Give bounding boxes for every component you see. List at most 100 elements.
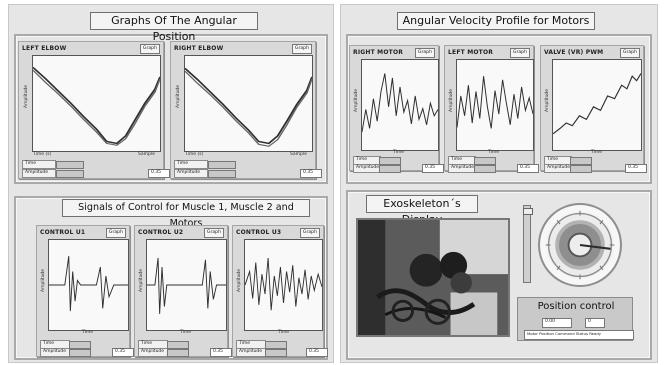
plot-title: CONTROL U3	[236, 229, 282, 236]
x-axis-label: Time	[278, 330, 290, 335]
legend-button[interactable]	[570, 157, 592, 165]
plot-control[interactable]: Graph	[509, 48, 530, 58]
position-dial[interactable]	[538, 203, 622, 287]
legend-amplitude[interactable]: Amplitude	[236, 348, 266, 357]
plot-area-control-u1	[48, 239, 129, 331]
x-axis-start-label: Time (s)	[33, 152, 52, 157]
angular-position-group	[14, 34, 328, 184]
legend-button[interactable]	[69, 341, 91, 349]
legend-button[interactable]	[474, 157, 496, 165]
legend-amplitude[interactable]: Amplitude	[544, 164, 572, 173]
plot-control[interactable]: Graph	[619, 48, 640, 58]
plot-card-valve-pwm: VALVE (VR) PWM Graph Amplitude Time Time…	[540, 45, 647, 173]
legend-button[interactable]	[167, 341, 189, 349]
title-angular-velocity: Angular Velocity Profile for Motors	[397, 12, 595, 30]
vertical-slider[interactable]	[523, 205, 533, 283]
plot-control[interactable]: Graph	[291, 44, 312, 54]
plot-card-left-elbow: LEFT ELBOW Graph Amplitude Time (s) Samp…	[18, 41, 170, 179]
plot-control[interactable]: Graph	[139, 44, 160, 54]
exoskeleton-video	[356, 218, 510, 337]
x-axis-label: Time	[591, 150, 603, 155]
legend-button[interactable]	[56, 170, 84, 178]
y-axis-label: Amplitude	[354, 88, 359, 112]
value-field[interactable]: 0.35	[300, 169, 322, 178]
legend-amplitude[interactable]: Amplitude	[138, 348, 168, 357]
plot-card-control-u2: CONTROL U2 Graph Amplitude Time Time Amp…	[134, 225, 232, 357]
robot-image	[358, 220, 508, 335]
plot-control[interactable]: Graph	[203, 228, 224, 238]
signals-group	[14, 196, 328, 360]
legend-button[interactable]	[474, 165, 496, 173]
plot-card-right-motor: RIGHT MOTOR Graph Amplitude Time Time Am…	[349, 45, 444, 173]
y-axis-label: Amplitude	[139, 268, 144, 292]
legend-time[interactable]: Time	[22, 160, 56, 169]
value-field[interactable]: 0.35	[210, 348, 232, 357]
x-axis-start-label: Time (s)	[185, 152, 204, 157]
legend-button[interactable]	[56, 161, 84, 169]
plot-area-control-u3	[244, 239, 323, 331]
value-field[interactable]: 0.35	[112, 348, 134, 357]
plot-card-right-elbow: RIGHT ELBOW Graph Amplitude Time (s) Sam…	[170, 41, 322, 179]
plot-area-right-motor	[361, 59, 439, 151]
plot-title: VALVE (VR) PWM	[544, 49, 604, 56]
position-field-1[interactable]: 0.00	[542, 318, 572, 328]
legend-amplitude[interactable]: Amplitude	[22, 169, 56, 178]
position-status: Motor Position Command Status Ready	[524, 330, 634, 340]
legend-amplitude[interactable]: Amplitude	[40, 348, 70, 357]
value-field[interactable]: 0.35	[306, 348, 328, 357]
plot-control[interactable]: Graph	[414, 48, 435, 58]
legend-amplitude[interactable]: Amplitude	[448, 164, 476, 173]
position-control-panel: Position control 0.00 0 Motor Position C…	[517, 297, 634, 341]
y-axis-label: Amplitude	[237, 268, 242, 292]
plot-title: LEFT ELBOW	[22, 45, 67, 52]
plot-title: RIGHT ELBOW	[174, 45, 224, 52]
legend-button[interactable]	[265, 349, 287, 357]
value-field[interactable]: 0.35	[625, 164, 647, 173]
legend-amplitude[interactable]: Amplitude	[174, 169, 208, 178]
y-axis-label: Amplitude	[545, 88, 550, 112]
plot-control[interactable]: Graph	[299, 228, 320, 238]
exoskeleton-group	[346, 190, 652, 360]
x-axis-label: Time	[82, 330, 94, 335]
angular-velocity-group	[346, 34, 652, 184]
value-field[interactable]: 0.35	[422, 164, 444, 173]
title-signals: Signals of Control for Muscle 1, Muscle …	[62, 199, 310, 229]
slider-thumb[interactable]	[523, 208, 533, 215]
plot-title: RIGHT MOTOR	[353, 49, 404, 56]
x-axis-end-label: Sample	[138, 152, 155, 157]
position-control-title: Position control	[537, 301, 615, 312]
plot-area-control-u2	[146, 239, 227, 331]
y-axis-label: Amplitude	[176, 84, 181, 108]
x-axis-label: Time	[180, 330, 192, 335]
plot-area-valve-pwm	[552, 59, 642, 151]
y-axis-label: Amplitude	[449, 88, 454, 112]
x-axis-label: Time	[488, 150, 500, 155]
legend-button[interactable]	[208, 170, 236, 178]
plot-area-left-motor	[456, 59, 534, 151]
plot-control[interactable]: Graph	[105, 228, 126, 238]
x-axis-label: Time	[393, 150, 405, 155]
legend-button[interactable]	[570, 165, 592, 173]
legend-amplitude[interactable]: Amplitude	[353, 164, 381, 173]
x-axis-end-label: Sample	[290, 152, 307, 157]
legend-button[interactable]	[379, 165, 401, 173]
plot-title: LEFT MOTOR	[448, 49, 494, 56]
plot-area-right-elbow	[184, 55, 313, 152]
legend-time[interactable]: Time	[174, 160, 208, 169]
legend-button[interactable]	[265, 341, 287, 349]
y-axis-label: Amplitude	[41, 268, 46, 292]
legend-button[interactable]	[69, 349, 91, 357]
title-angular-position: Graphs Of The Angular Position	[90, 12, 258, 43]
plot-title: CONTROL U1	[40, 229, 86, 236]
title-exoskeleton: Exoskeleton´s Display	[366, 195, 478, 226]
plot-area-left-elbow	[32, 55, 161, 152]
plot-title: CONTROL U2	[138, 229, 184, 236]
legend-button[interactable]	[167, 349, 189, 357]
legend-button[interactable]	[208, 161, 236, 169]
value-field[interactable]: 0.35	[148, 169, 170, 178]
value-field[interactable]: 0.35	[517, 164, 539, 173]
plot-card-control-u3: CONTROL U3 Graph Amplitude Time Time Amp…	[232, 225, 328, 357]
position-field-2[interactable]: 0	[585, 318, 605, 328]
legend-button[interactable]	[379, 157, 401, 165]
plot-card-control-u1: CONTROL U1 Graph Amplitude Time Time Amp…	[36, 225, 134, 357]
